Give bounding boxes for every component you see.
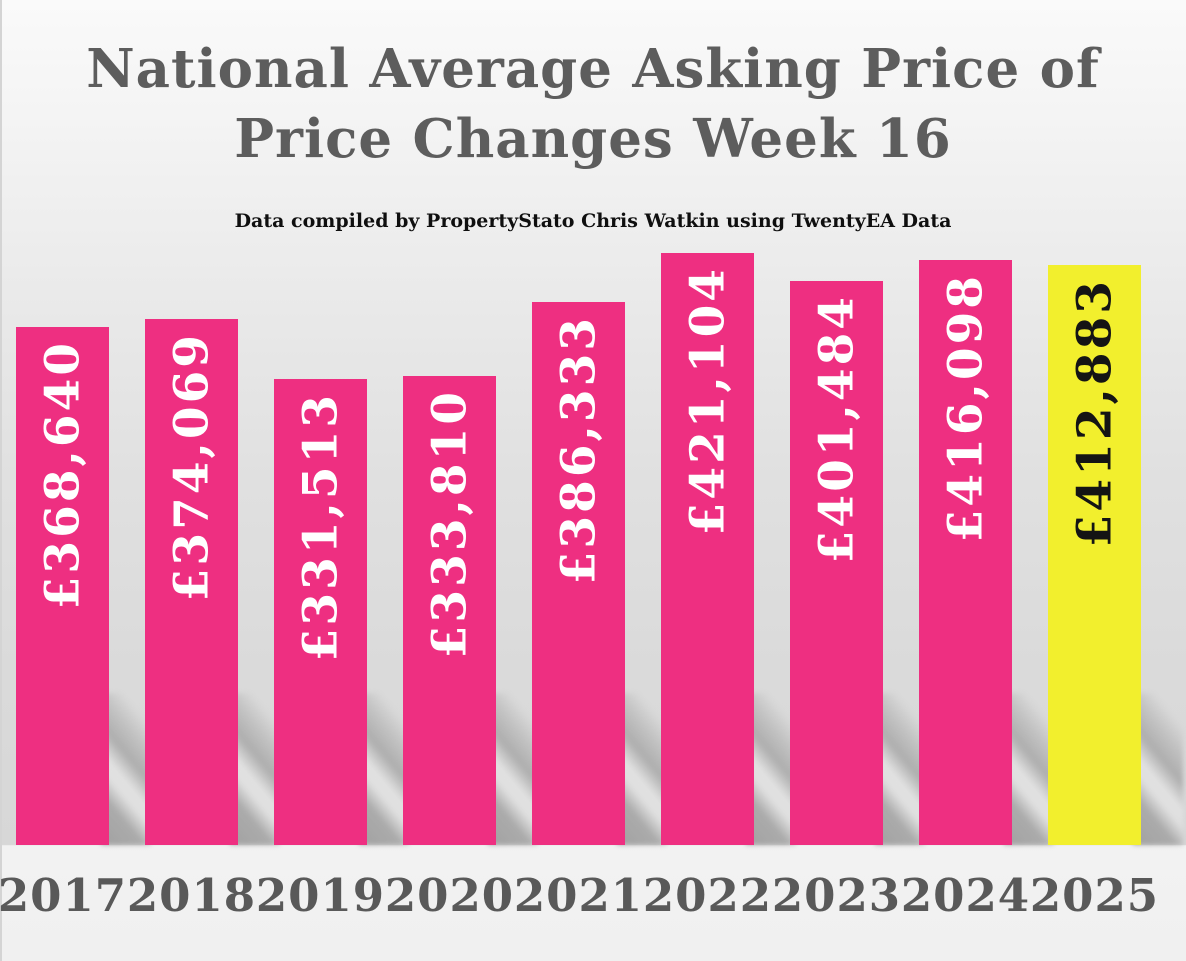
bar-2020: £333,810: [403, 376, 496, 845]
bar-value-label: £368,640: [35, 340, 90, 610]
bar-2018: £374,069: [145, 319, 238, 845]
chart-title-line-2: Price Changes Week 16: [234, 108, 952, 171]
x-tick-2018: 2018: [126, 869, 257, 922]
bar-2022: £421,104: [661, 253, 754, 845]
bar-value-label: £412,883: [1067, 278, 1122, 548]
bar-2021: £386,333: [532, 302, 625, 845]
x-tick-2021: 2021: [513, 869, 644, 922]
x-tick-2024: 2024: [900, 869, 1031, 922]
bar-drop-shadow: [1133, 693, 1183, 845]
x-axis: 2017 2018 2019 2020 2021 2022 2023 2024 2025: [0, 845, 1160, 961]
chart-subtitle: Data compiled by PropertyStato Chris Wat…: [234, 210, 952, 232]
bar-value-label: £331,513: [293, 392, 348, 662]
x-tick-2022: 2022: [642, 869, 773, 922]
bar-drop-shadow: [1004, 693, 1054, 845]
bar-value-label: £374,069: [164, 332, 219, 602]
bar-value-label: £416,098: [938, 273, 993, 543]
chart-title-line-1: National Average Asking Price of: [86, 38, 1100, 100]
bar-2024: £416,098: [919, 260, 1012, 845]
bar-value-label: £386,333: [551, 315, 606, 585]
bar-drop-shadow: [359, 693, 409, 845]
bar-2017: £368,640: [16, 327, 109, 845]
bar-value-label: £333,810: [422, 389, 477, 659]
x-tick-2025: 2025: [1029, 869, 1160, 922]
x-tick-2017: 2017: [0, 869, 128, 922]
bar-drop-shadow: [617, 693, 667, 845]
bar-2019: £331,513: [274, 379, 367, 845]
bar-drop-shadow: [875, 693, 925, 845]
bar-value-label: £421,104: [680, 266, 735, 536]
x-tick-2023: 2023: [771, 869, 902, 922]
bar-2023: £401,484: [790, 281, 883, 845]
bar-drop-shadow: [746, 693, 796, 845]
chart-title: National Average Asking Price of Price C…: [0, 34, 1186, 175]
bar-drop-shadow: [101, 693, 151, 845]
bar-drop-shadow: [230, 693, 280, 845]
plot-area: £368,640 £374,069 £331,513 £333,810 £386,333…: [16, 0, 1183, 845]
bar-2025: £412,883: [1048, 265, 1141, 845]
x-tick-2020: 2020: [384, 869, 515, 922]
x-tick-2019: 2019: [255, 869, 386, 922]
bar-drop-shadow: [488, 693, 538, 845]
bar-value-label: £401,484: [809, 294, 864, 564]
